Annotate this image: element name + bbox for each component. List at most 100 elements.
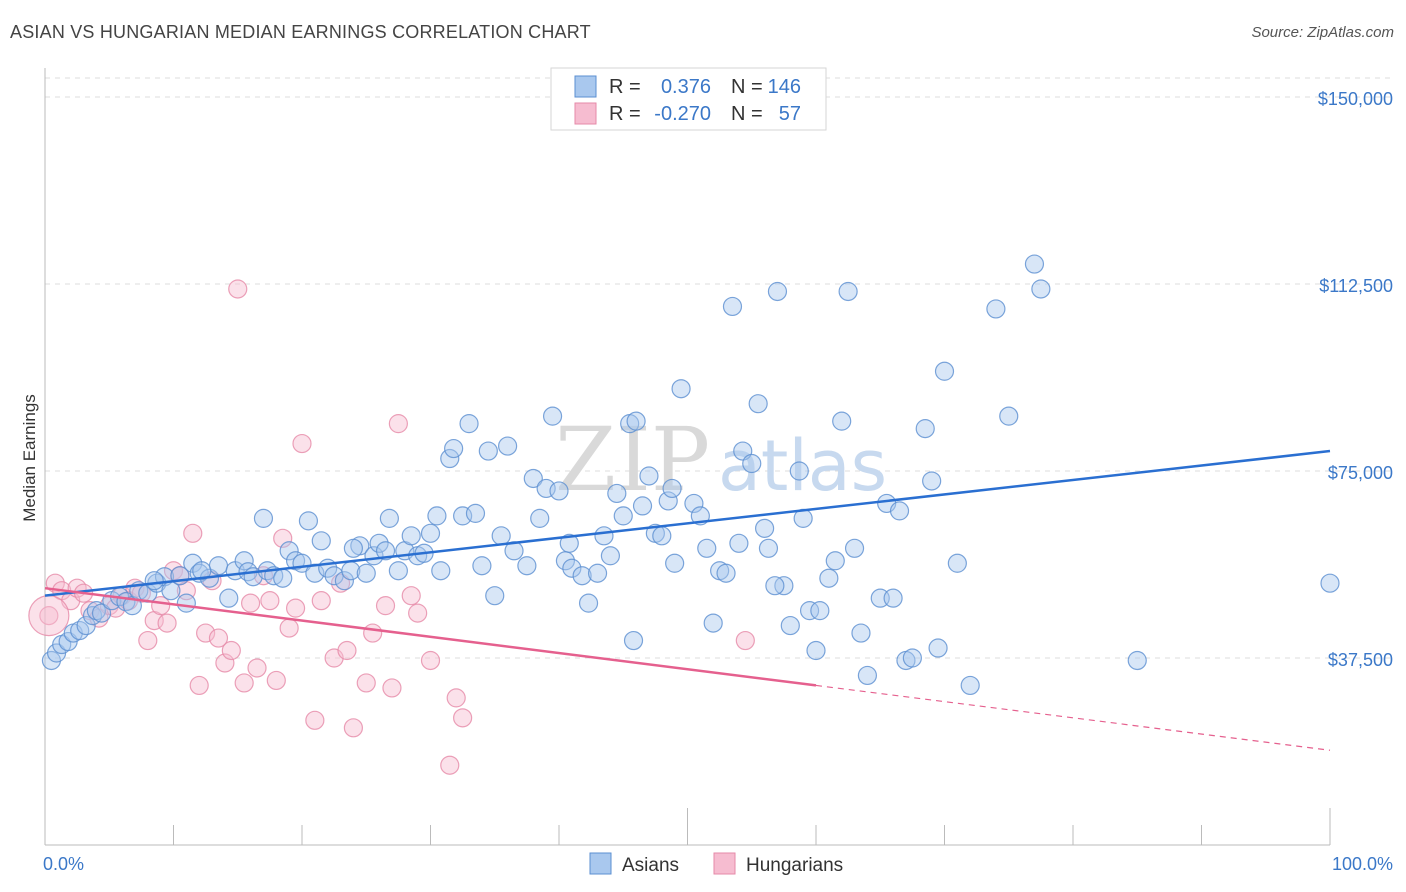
asians-point-8 [86,601,107,621]
asians-point-119 [838,281,858,302]
legend-r-label-asians: R = [609,76,641,98]
asians-point-76 [562,558,582,578]
asians-point-90 [652,526,672,546]
asians-point-129 [915,419,935,439]
asians-point-101 [722,296,743,317]
asians-point-81 [600,546,621,566]
asians-point-39 [311,531,331,551]
asians-point-102 [729,533,749,553]
asians-point-45 [356,563,376,583]
asians-point-56 [427,506,447,526]
asians-point-142 [192,561,212,581]
hungarians-point-33 [260,591,280,611]
asians-point-91 [658,491,678,511]
asians-point-82 [607,483,627,504]
asians-point-65 [485,586,505,606]
chart-title: ASIAN VS HUNGARIAN MEDIAN EARNINGS CORRE… [10,22,591,42]
hungarians-point-40 [311,591,331,611]
source-credit: Source: ZipAtlas.com [1251,24,1394,41]
asians-point-78 [578,593,599,613]
asians-point-59 [444,438,464,459]
asians-point-137 [1024,254,1045,274]
legend-swatch-asians [574,75,597,98]
asians-point-48 [375,541,396,561]
hungarians-point-34 [266,670,286,691]
hungarians-point-22 [189,675,209,696]
hungarians-point-29 [234,673,254,693]
hungarians-point-52 [420,650,441,671]
hungarians-point-30 [241,593,261,613]
asians-point-88 [639,466,659,486]
hungarians-point-47 [375,596,396,616]
hungarians-point-0 [39,606,59,626]
asians-point-57 [431,561,451,581]
hungarians-point-21 [183,523,203,543]
asians-point-69 [517,556,537,576]
bottom-legend-swatch-hungarians [713,852,736,875]
bottom-legend: Asians Hungarians [589,852,843,876]
asians-point-94 [671,379,691,399]
asians-point-87 [632,496,653,516]
asians-point-58 [440,448,460,469]
hungarians-point-54 [446,688,466,708]
asians-point-128 [902,648,922,668]
asians-point-130 [922,471,942,491]
asians-point-120 [844,538,865,558]
asians-point-122 [857,665,878,686]
asians-point-107 [758,538,779,558]
hungarians-point-28 [228,279,248,299]
hungarians-point-43 [337,640,357,661]
asians-point-118 [832,411,852,431]
hungarians-point-49 [388,414,408,434]
asians-point-95 [684,493,704,514]
asians-point-104 [742,453,762,474]
bottom-legend-label-asians: Asians [622,855,679,876]
asians-point-138 [1031,279,1051,299]
hungarians-point-27 [221,640,241,661]
hungarians-point-53 [440,755,460,775]
legend-r-value-asians: 0.376 [661,76,711,98]
axes [44,68,1331,846]
asians-point-100 [716,563,736,583]
asians-point-71 [530,508,550,528]
asians-point-70 [523,468,543,489]
hungarians-point-23 [196,623,216,643]
legend-r-label-hungarians: R = [609,103,641,125]
hungarians-point-large [28,595,70,637]
asians-point-136 [999,406,1019,426]
asians-point-73 [542,406,563,426]
asians-point-140 [1320,573,1340,593]
hungarians-point-48 [382,678,402,698]
hungarians-point-37 [285,598,306,618]
asians-point-108 [767,281,788,302]
asians-point-47 [369,533,389,553]
asians-point-115 [810,601,830,621]
asians-point-135 [986,299,1006,319]
hungarians-point-39 [305,710,325,730]
trendlines [44,449,1331,751]
asians-point-139 [1127,650,1147,671]
y-axis-label: Median Earnings [20,394,39,522]
hungarians-point-51 [408,603,428,623]
asians-point-143 [343,538,363,558]
asians-point-30 [253,508,274,528]
asians-point-116 [819,568,839,588]
asians-point-33 [273,568,293,588]
asians-point-133 [947,553,967,573]
asians-point-92 [662,478,682,499]
hungarians-point-26 [215,653,235,673]
hungarians-point-46 [363,623,383,643]
x-tick-label-left: 0.0% [43,854,84,874]
asians-point-52 [401,526,421,546]
y-tick-label-1: $75,000 [1328,463,1393,483]
asians-point-74 [549,481,569,501]
asians-point-131 [928,638,948,658]
asians-point-80 [594,526,614,546]
asians-point-49 [379,508,399,528]
hungarians-point-17 [157,613,177,633]
asians-point-125 [883,588,903,608]
asians-point-117 [825,551,845,571]
asians-point-27 [234,551,254,571]
hungarians-point-56 [735,630,755,651]
asians-point-55 [420,523,441,543]
